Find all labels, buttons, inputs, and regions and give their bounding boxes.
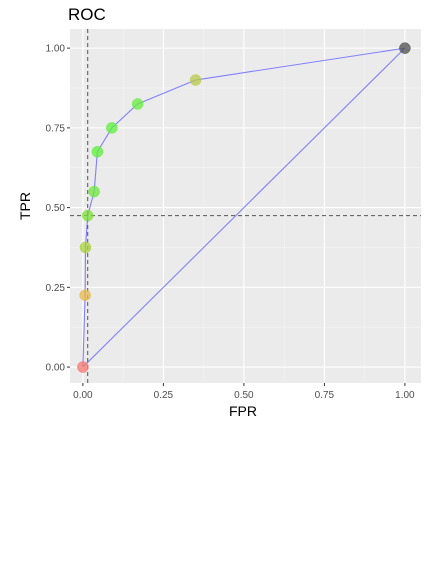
y-tick-label: 0.75: [46, 123, 66, 134]
roc-point-1: [79, 289, 91, 302]
y-tick-label: 0.50: [46, 203, 66, 214]
roc-points: [77, 42, 411, 373]
x-tick-label: 0.75: [315, 390, 335, 401]
roc-point-2: [79, 241, 92, 254]
grid-lines: [70, 29, 421, 383]
roc-point-8: [189, 74, 202, 86]
roc-point-5: [91, 146, 104, 158]
x-tick-label: 0.25: [154, 390, 174, 401]
y-axis-ticks: 0.00 0.25 0.50 0.75 1.00: [46, 44, 70, 374]
roc-point-9: [399, 42, 411, 54]
chart-title: ROC: [68, 5, 106, 24]
x-tick-label: 0.50: [234, 390, 254, 401]
roc-point-0: [77, 361, 89, 373]
x-tick-label: 0.00: [73, 390, 93, 401]
y-tick-label: 0.25: [46, 283, 66, 294]
roc-curve-layer: [82, 47, 406, 368]
x-axis-ticks: 0.00 0.25 0.50 0.75 1.00: [73, 383, 415, 401]
threshold-lines: [70, 29, 421, 383]
roc-point-7: [131, 98, 144, 110]
x-tick-label: 1.00: [395, 390, 415, 401]
roc-point-3: [81, 209, 94, 222]
y-tick-label: 1.00: [46, 44, 66, 55]
y-axis-title: TPR: [17, 192, 33, 220]
y-tick-label: 0.00: [46, 363, 66, 374]
roc-point-6: [106, 122, 118, 134]
roc-point-4: [88, 185, 100, 198]
roc-curve-line: [82, 47, 405, 368]
diagonal-line: [82, 47, 406, 368]
x-axis-title: FPR: [229, 403, 257, 419]
